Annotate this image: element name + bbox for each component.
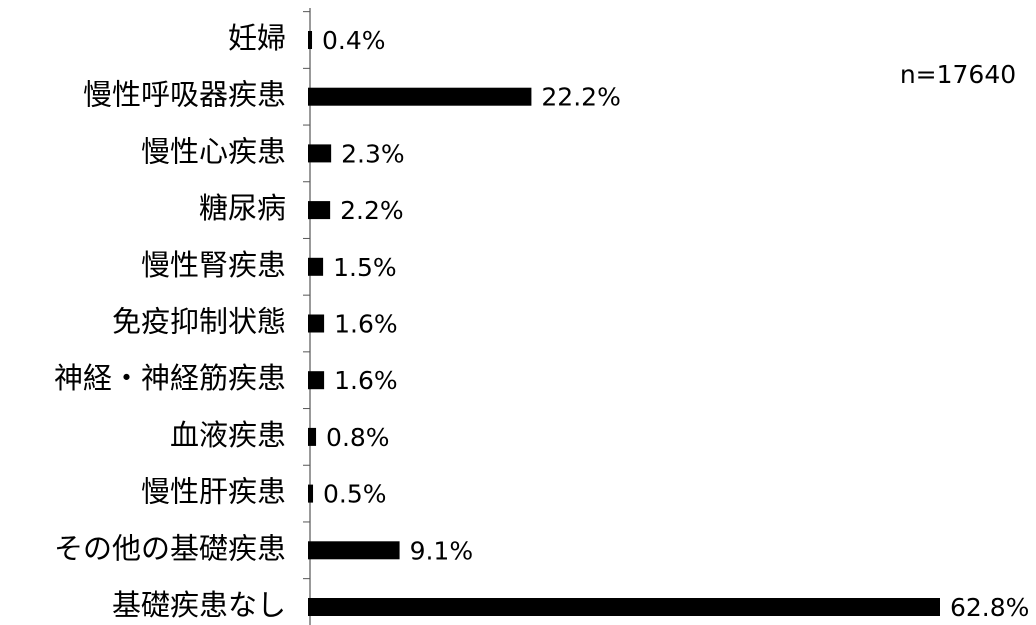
value-label: 0.5% — [323, 480, 387, 509]
value-label: 62.8% — [950, 593, 1029, 622]
value-label: 9.1% — [410, 536, 474, 565]
bar — [308, 314, 325, 333]
bar — [308, 541, 400, 560]
category-label: 糖尿病 — [199, 191, 286, 225]
value-label: 22.2% — [541, 83, 620, 112]
category-label: 慢性肝疾患 — [141, 475, 286, 509]
bar — [308, 144, 332, 163]
category-label: 妊婦 — [228, 21, 286, 55]
value-label: 1.6% — [334, 366, 398, 395]
category-label: 慢性腎疾患 — [141, 248, 286, 282]
annotation: n=17640 — [900, 60, 1016, 89]
bar — [308, 427, 317, 446]
value-label: 0.8% — [326, 423, 390, 452]
bar — [308, 31, 313, 49]
category-label: 神経・神経筋疾患 — [54, 361, 286, 395]
value-label: 0.4% — [322, 26, 386, 55]
category-label: その他の基礎疾患 — [54, 531, 286, 565]
value-label: 2.3% — [341, 139, 405, 168]
category-label: 免疫抑制状態 — [112, 305, 286, 339]
value-label: 2.2% — [340, 196, 404, 225]
bar — [308, 257, 324, 276]
value-label: 1.6% — [334, 310, 398, 339]
category-label: 慢性呼吸器疾患 — [83, 78, 286, 112]
bar — [308, 201, 331, 220]
category-label: 血液疾患 — [170, 418, 286, 452]
bar — [308, 598, 940, 616]
value-label: 1.5% — [333, 253, 397, 282]
bar — [308, 484, 314, 503]
category-label: 慢性心疾患 — [141, 134, 286, 168]
bar — [308, 87, 532, 106]
category-label: 基礎疾患なし — [112, 588, 286, 622]
bar — [308, 371, 325, 390]
